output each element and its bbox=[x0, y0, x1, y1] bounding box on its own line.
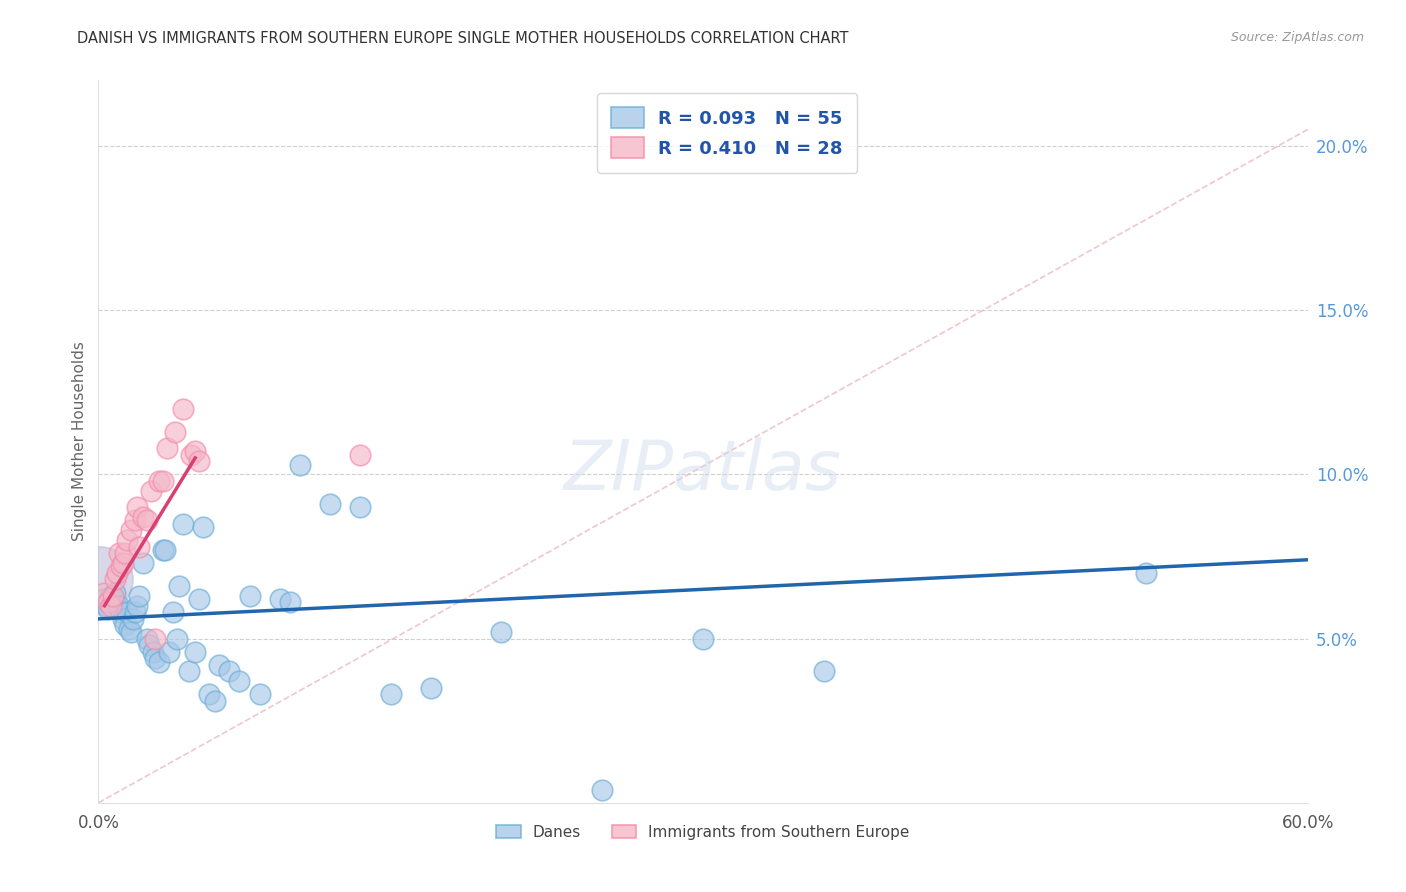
Text: DANISH VS IMMIGRANTS FROM SOUTHERN EUROPE SINGLE MOTHER HOUSEHOLDS CORRELATION C: DANISH VS IMMIGRANTS FROM SOUTHERN EUROP… bbox=[77, 31, 849, 46]
Point bbox=[124, 513, 146, 527]
Point bbox=[107, 546, 129, 560]
Point bbox=[110, 559, 132, 574]
Point bbox=[148, 655, 170, 669]
Point bbox=[239, 589, 262, 603]
Point bbox=[100, 599, 122, 613]
Point bbox=[128, 540, 150, 554]
Point bbox=[491, 625, 513, 640]
Point bbox=[278, 595, 301, 609]
Point bbox=[120, 523, 142, 537]
Point bbox=[420, 681, 443, 695]
Point bbox=[288, 458, 311, 472]
Point bbox=[121, 612, 143, 626]
Point bbox=[184, 444, 207, 458]
Point bbox=[103, 585, 125, 599]
Point bbox=[125, 599, 148, 613]
Point bbox=[208, 657, 231, 672]
Point bbox=[349, 500, 371, 515]
Legend: Danes, Immigrants from Southern Europe: Danes, Immigrants from Southern Europe bbox=[491, 819, 915, 846]
Point bbox=[349, 448, 371, 462]
Point bbox=[692, 632, 714, 646]
Point bbox=[111, 556, 134, 570]
Point bbox=[97, 595, 120, 609]
Point bbox=[167, 579, 190, 593]
Point bbox=[591, 782, 613, 797]
Point bbox=[97, 602, 120, 616]
Point bbox=[249, 687, 271, 701]
Point bbox=[157, 645, 180, 659]
Point bbox=[101, 592, 124, 607]
Point bbox=[89, 573, 111, 587]
Point bbox=[132, 556, 155, 570]
Point bbox=[138, 638, 160, 652]
Point bbox=[105, 599, 128, 613]
Point bbox=[172, 401, 194, 416]
Point bbox=[115, 605, 138, 619]
Point bbox=[179, 665, 201, 679]
Point bbox=[107, 599, 129, 613]
Point bbox=[110, 605, 132, 619]
Point bbox=[142, 645, 165, 659]
Point bbox=[180, 448, 202, 462]
Point bbox=[143, 632, 166, 646]
Point bbox=[143, 651, 166, 665]
Point bbox=[135, 632, 157, 646]
Point bbox=[269, 592, 291, 607]
Point bbox=[380, 687, 402, 701]
Text: ZIPatlas: ZIPatlas bbox=[564, 437, 842, 504]
Point bbox=[198, 687, 221, 701]
Point bbox=[152, 474, 174, 488]
Point bbox=[120, 625, 142, 640]
Point bbox=[128, 589, 150, 603]
Point bbox=[101, 589, 124, 603]
Point bbox=[188, 454, 211, 468]
Y-axis label: Single Mother Households: Single Mother Households bbox=[72, 342, 87, 541]
Point bbox=[118, 622, 141, 636]
Point bbox=[100, 589, 122, 603]
Point bbox=[156, 441, 179, 455]
Point bbox=[163, 425, 186, 439]
Point bbox=[152, 542, 174, 557]
Point bbox=[132, 510, 155, 524]
Point bbox=[139, 483, 162, 498]
Point bbox=[103, 573, 125, 587]
Point bbox=[319, 497, 342, 511]
Point bbox=[204, 694, 226, 708]
Point bbox=[115, 533, 138, 547]
Point bbox=[124, 605, 146, 619]
Point bbox=[153, 542, 176, 557]
Point bbox=[184, 645, 207, 659]
Point bbox=[148, 474, 170, 488]
Point bbox=[96, 599, 118, 613]
Point bbox=[188, 592, 211, 607]
Point bbox=[172, 516, 194, 531]
Point bbox=[125, 500, 148, 515]
Point bbox=[105, 566, 128, 580]
Point bbox=[218, 665, 240, 679]
Text: Source: ZipAtlas.com: Source: ZipAtlas.com bbox=[1230, 31, 1364, 45]
Point bbox=[114, 618, 136, 632]
Point bbox=[93, 592, 115, 607]
Point bbox=[162, 605, 184, 619]
Point bbox=[813, 665, 835, 679]
Point bbox=[166, 632, 188, 646]
Point bbox=[135, 513, 157, 527]
Point bbox=[114, 546, 136, 560]
Point bbox=[193, 520, 215, 534]
Point bbox=[111, 612, 134, 626]
Point bbox=[93, 585, 115, 599]
Point bbox=[228, 674, 250, 689]
Point bbox=[1135, 566, 1157, 580]
